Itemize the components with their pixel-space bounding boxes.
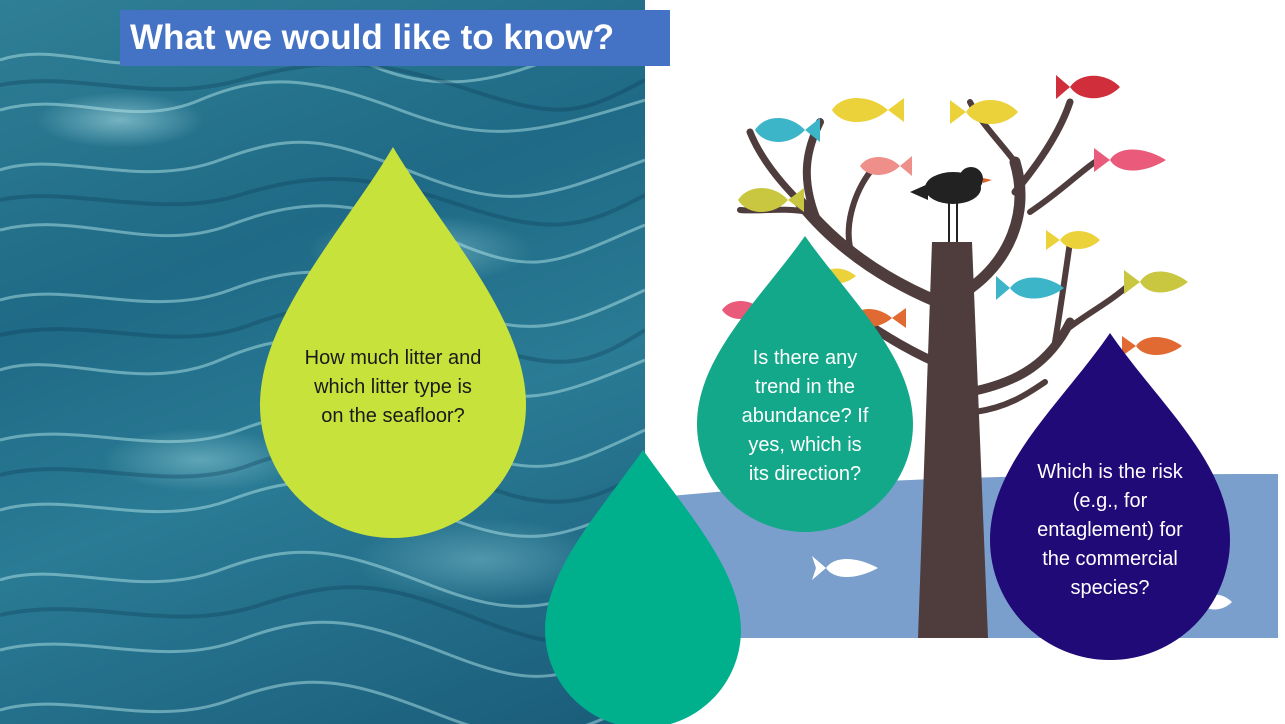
text-line: which litter type is	[314, 376, 472, 398]
text-line: on the seafloor?	[321, 405, 465, 427]
text-line: its direction?	[748, 463, 862, 485]
teal-drop-decorative	[545, 450, 741, 724]
litter-question-text: How much litter and which litter type is…	[260, 344, 526, 431]
text-line: Is there any	[752, 347, 858, 369]
litter-question-drop: How much litter and which litter type is…	[260, 147, 526, 538]
text-line: the commercial	[1042, 548, 1178, 570]
text-line: abundance? If	[741, 405, 869, 427]
text-line: How much litter and	[304, 347, 482, 369]
text-line: (e.g., for	[1072, 490, 1148, 512]
text-line: yes, which is	[748, 434, 862, 456]
text-line: entaglement) for	[1037, 519, 1183, 541]
title-bar: What we would like to know?	[120, 10, 670, 66]
text-line: Which is the risk	[1037, 461, 1183, 483]
risk-question-text: Which is the risk (e.g., for entaglement…	[990, 458, 1230, 603]
text-line: species?	[1070, 577, 1150, 599]
slide-title: What we would like to know?	[130, 18, 615, 57]
trend-question-drop: Is there any trend in the abundance? If …	[697, 236, 913, 532]
sea-water-photo	[0, 0, 645, 724]
risk-question-drop: Which is the risk (e.g., for entaglement…	[990, 333, 1230, 660]
trend-question-text: Is there any trend in the abundance? If …	[697, 344, 913, 489]
text-line: trend in the	[754, 376, 856, 398]
